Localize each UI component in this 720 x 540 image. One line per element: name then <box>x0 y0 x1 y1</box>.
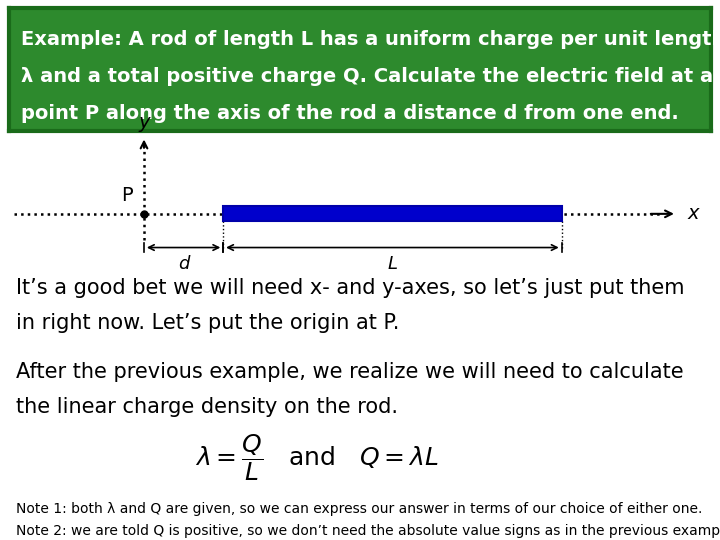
Text: Example: A rod of length L has a uniform charge per unit length: Example: A rod of length L has a uniform… <box>22 30 720 49</box>
Text: y: y <box>138 113 150 132</box>
Text: L: L <box>387 254 397 273</box>
Text: the linear charge density on the rod.: the linear charge density on the rod. <box>16 397 398 417</box>
Bar <box>223 206 562 221</box>
Text: After the previous example, we realize we will need to calculate: After the previous example, we realize w… <box>16 362 683 382</box>
Text: Note 2: we are told Q is positive, so we don’t need the absolute value signs as : Note 2: we are told Q is positive, so we… <box>16 524 720 538</box>
Text: It’s a good bet we will need x- and y-axes, so let’s just put them: It’s a good bet we will need x- and y-ax… <box>16 278 684 298</box>
Text: x: x <box>688 204 699 224</box>
Text: in right now. Let’s put the origin at P.: in right now. Let’s put the origin at P. <box>16 313 399 333</box>
Text: P: P <box>122 186 133 205</box>
Text: $\lambda = \dfrac{Q}{L}$   and   $Q = \lambda L$: $\lambda = \dfrac{Q}{L}$ and $Q = \lambd… <box>195 432 438 483</box>
Text: λ and a total positive charge Q. Calculate the electric field at a: λ and a total positive charge Q. Calcula… <box>22 66 714 86</box>
Text: Note 1: both λ and Q are given, so we can express our answer in terms of our cho: Note 1: both λ and Q are given, so we ca… <box>16 502 702 516</box>
Text: point P along the axis of the rod a distance d from one end.: point P along the axis of the rod a dist… <box>22 104 679 123</box>
Text: d: d <box>178 254 189 273</box>
